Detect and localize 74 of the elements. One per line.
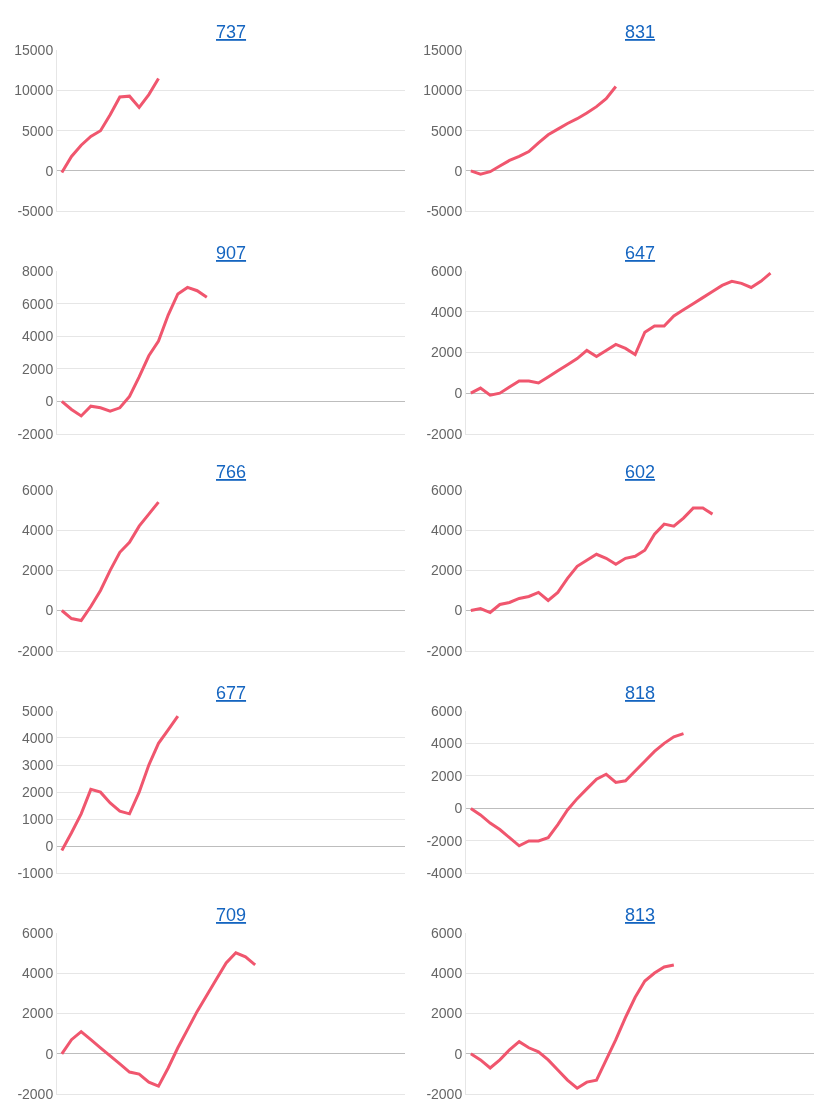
y-tick-label: -2000	[17, 425, 54, 442]
y-tick-label: 8000	[22, 263, 54, 280]
chart-title: 709	[216, 905, 247, 925]
y-tick-label: -5000	[426, 202, 463, 219]
chart-title: 813	[625, 905, 656, 925]
line-series	[469, 963, 676, 1090]
y-tick-label: 0	[454, 162, 463, 179]
y-tick-label: 10000	[423, 82, 463, 99]
line-series	[60, 285, 209, 418]
y-tick-label: 2000	[22, 360, 54, 377]
y-tick-label: 15000	[14, 42, 54, 59]
chart-title: 831	[625, 22, 656, 42]
y-tick-label: 3000	[22, 756, 54, 773]
y-tick-label: 0	[454, 385, 463, 402]
y-tick-label: -2000	[426, 832, 463, 849]
y-tick-label: 4000	[431, 522, 463, 539]
chart-title: 766	[216, 462, 247, 482]
line-series	[469, 732, 685, 848]
y-tick-label: 15000	[423, 42, 463, 59]
y-tick-label: 4000	[22, 328, 54, 345]
y-tick-label: 6000	[431, 924, 463, 941]
y-tick-label: 2000	[431, 562, 463, 579]
y-tick-label: 5000	[22, 122, 54, 139]
line-series	[60, 951, 257, 1088]
y-tick-label: -2000	[17, 1086, 54, 1103]
chart-title: 677	[216, 683, 247, 703]
y-tick-label: 4000	[431, 735, 463, 752]
y-tick-label: -2000	[426, 642, 463, 659]
y-tick-label: 4000	[431, 964, 463, 981]
line-series	[60, 714, 180, 852]
y-tick-label: 0	[45, 393, 54, 410]
y-tick-label: 0	[45, 1045, 54, 1062]
y-tick-label: 5000	[431, 122, 463, 139]
y-tick-label: 0	[45, 602, 54, 619]
y-tick-label: -4000	[426, 865, 463, 882]
chart-title: 907	[216, 243, 247, 263]
y-tick-label: 6000	[22, 295, 54, 312]
line-series	[60, 77, 160, 174]
line-series	[469, 271, 772, 397]
y-tick-label: 4000	[431, 303, 463, 320]
y-tick-label: 0	[454, 602, 463, 619]
y-tick-label: 6000	[431, 263, 463, 280]
y-tick-label: -2000	[17, 642, 54, 659]
chart-title: 647	[625, 243, 656, 263]
y-tick-label: -2000	[426, 1086, 463, 1103]
line-series	[60, 500, 160, 623]
y-tick-label: 2000	[431, 344, 463, 361]
chart-title: 602	[625, 462, 656, 482]
y-tick-label: 6000	[22, 924, 54, 941]
y-tick-label: 0	[45, 838, 54, 855]
y-tick-label: 2000	[22, 1005, 54, 1022]
y-tick-label: 0	[454, 800, 463, 817]
y-tick-label: 6000	[431, 481, 463, 498]
y-tick-label: 6000	[22, 481, 54, 498]
y-tick-label: 2000	[431, 767, 463, 784]
y-tick-label: 2000	[22, 784, 54, 801]
y-tick-label: 4000	[22, 729, 54, 746]
y-tick-label: -1000	[17, 865, 54, 882]
line-series	[469, 85, 618, 176]
chart-title: 818	[625, 683, 656, 703]
y-tick-label: -2000	[426, 425, 463, 442]
y-tick-label: 6000	[431, 702, 463, 719]
y-tick-label: 10000	[14, 82, 54, 99]
y-tick-label: 2000	[22, 562, 54, 579]
line-series	[469, 506, 714, 615]
y-tick-label: 1000	[22, 811, 54, 828]
chart-title: 737	[216, 22, 247, 42]
y-tick-label: 2000	[431, 1005, 463, 1022]
y-tick-label: 0	[454, 1045, 463, 1062]
y-tick-label: 4000	[22, 964, 54, 981]
y-tick-label: 4000	[22, 522, 54, 539]
y-tick-label: 0	[45, 162, 54, 179]
y-tick-label: -5000	[17, 202, 54, 219]
y-tick-label: 5000	[22, 702, 54, 719]
